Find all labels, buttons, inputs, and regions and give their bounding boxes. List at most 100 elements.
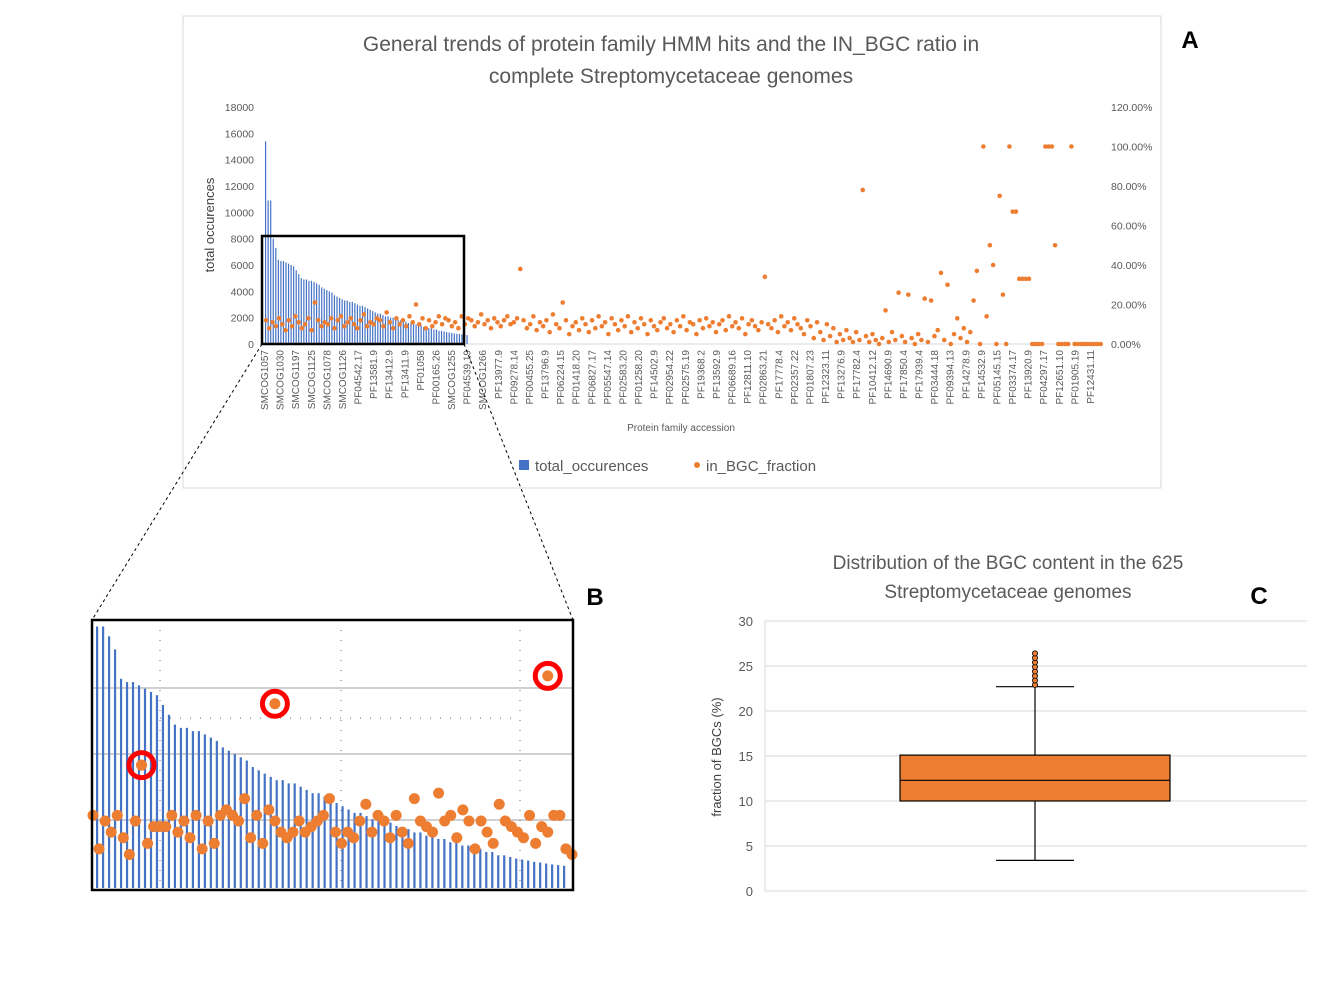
chart-a-point: [1075, 341, 1081, 347]
chart-a-point: [756, 327, 761, 333]
chart-a-y2-tick: 0.00%: [1111, 339, 1141, 351]
chart-a-point: [951, 331, 957, 337]
chart-a-point: [511, 319, 517, 325]
chart-a-category-label: PF01807.23: [805, 350, 816, 405]
chart-b-points: [87, 759, 578, 860]
chart-b-point: [111, 809, 123, 821]
chart-a-point: [599, 323, 605, 329]
chart-a-point: [1010, 209, 1016, 214]
chart-a-bar: [377, 313, 379, 344]
chart-a-point: [1023, 276, 1029, 282]
chart-b-bar: [329, 799, 332, 888]
chart-a-point: [504, 314, 510, 319]
chart-b-point: [269, 815, 281, 827]
chart-a-bar: [466, 335, 468, 344]
chart-a-point: [625, 314, 631, 319]
chart-a-point: [941, 337, 947, 343]
chart-a-point: [593, 325, 598, 331]
chart-a-point: [540, 323, 546, 329]
chart-b-bar: [185, 727, 189, 888]
chart-a-bar: [310, 280, 313, 344]
chart-a-point: [361, 312, 367, 317]
chart-a-point: [948, 341, 954, 347]
panel-label-a: A: [1181, 27, 1198, 54]
chart-a-point: [889, 329, 895, 335]
chart-a-point: [726, 314, 732, 319]
chart-a-point: [681, 314, 686, 319]
chart-a-point: [677, 323, 683, 329]
chart-c-y-tick: 25: [739, 659, 753, 674]
chart-a-category-label: PF02954.22: [665, 350, 676, 405]
chart-a-bar: [282, 261, 285, 344]
chart-a-point: [615, 327, 621, 333]
chart-b-point: [129, 815, 141, 827]
chart-b-bar: [323, 796, 326, 888]
chart-a-category-label: PF13796.9: [541, 350, 552, 399]
chart-a-point: [739, 316, 745, 321]
chart-a-bar: [270, 200, 272, 344]
chart-a-bar: [290, 265, 292, 344]
chart-b-bar: [479, 848, 482, 888]
chart-a-point: [837, 331, 843, 337]
chart-a-point: [315, 318, 321, 323]
chart-a-point: [371, 321, 376, 327]
chart-b-bar: [173, 724, 177, 888]
chart-c-y-axis-label: fraction of BGCs (%): [709, 697, 724, 816]
chart-a-category-label: PF06224.15: [556, 350, 567, 405]
chart-a-point: [729, 323, 735, 329]
legend-swatch-bars: [519, 460, 529, 470]
chart-b-bar: [485, 852, 488, 888]
chart-a-point: [827, 333, 833, 339]
chart-a-point: [426, 318, 432, 323]
chart-a-point: [974, 268, 980, 274]
chart-a-point: [521, 318, 526, 323]
chart-a-point: [328, 316, 334, 321]
chart-a-point: [358, 318, 363, 323]
chart-b-bar: [143, 688, 147, 888]
chart-a-point: [964, 339, 970, 345]
chart-a-point: [429, 323, 435, 329]
chart-a-point: [531, 314, 536, 319]
chart-a-bar: [303, 279, 305, 344]
chart-a-point: [710, 319, 716, 325]
chart-a-category-label: PF05145.15: [992, 350, 1003, 405]
chart-a-category-label: PF13276.9: [837, 350, 848, 399]
chart-a-point: [635, 325, 641, 331]
chart-b-bar: [545, 863, 548, 888]
chart-a-bar: [305, 279, 307, 344]
chart-c-title-line1: Distribution of the BGC content in the 6…: [833, 553, 1184, 574]
chart-a-bar: [402, 321, 404, 344]
chart-a-point: [661, 316, 667, 321]
chart-a-bar: [410, 322, 412, 344]
chart-b-bar: [251, 767, 254, 888]
chart-a-y-tick: 14000: [225, 155, 254, 167]
chart-b-bar: [269, 776, 272, 888]
chart-a-point: [971, 298, 976, 303]
chart-c-title-line2: Streptomycetaceae genomes: [884, 582, 1131, 603]
chart-a-point: [547, 329, 552, 335]
chart-a-bar: [295, 270, 297, 344]
chart-a-point: [602, 319, 608, 325]
zoom-connector-left: [91, 343, 263, 621]
chart-a-point: [1003, 341, 1009, 347]
chart-a-point: [785, 319, 791, 325]
chart-a-y-tick: 8000: [231, 234, 255, 246]
chart-a-title-line2: complete Streptomycetaceae genomes: [489, 65, 853, 88]
chart-a-point: [782, 323, 787, 329]
chart-a-point: [879, 335, 885, 341]
chart-a-category-label: PF02863.21: [759, 350, 770, 405]
chart-b-bar: [539, 862, 542, 888]
chart-a-point: [319, 323, 324, 329]
chart-b-bar: [131, 682, 135, 888]
chart-a-point: [1026, 276, 1032, 282]
chart-b-bar: [311, 793, 314, 888]
chart-b-bar: [389, 822, 392, 888]
chart-a-point: [648, 318, 654, 323]
chart-a-point: [814, 319, 820, 325]
chart-a-bar: [400, 320, 402, 344]
chart-b-point: [457, 804, 469, 816]
chart-b-bar: [299, 786, 302, 888]
chart-b-bar: [401, 829, 404, 888]
chart-a-point: [550, 312, 556, 317]
chart-a-point: [840, 337, 846, 343]
